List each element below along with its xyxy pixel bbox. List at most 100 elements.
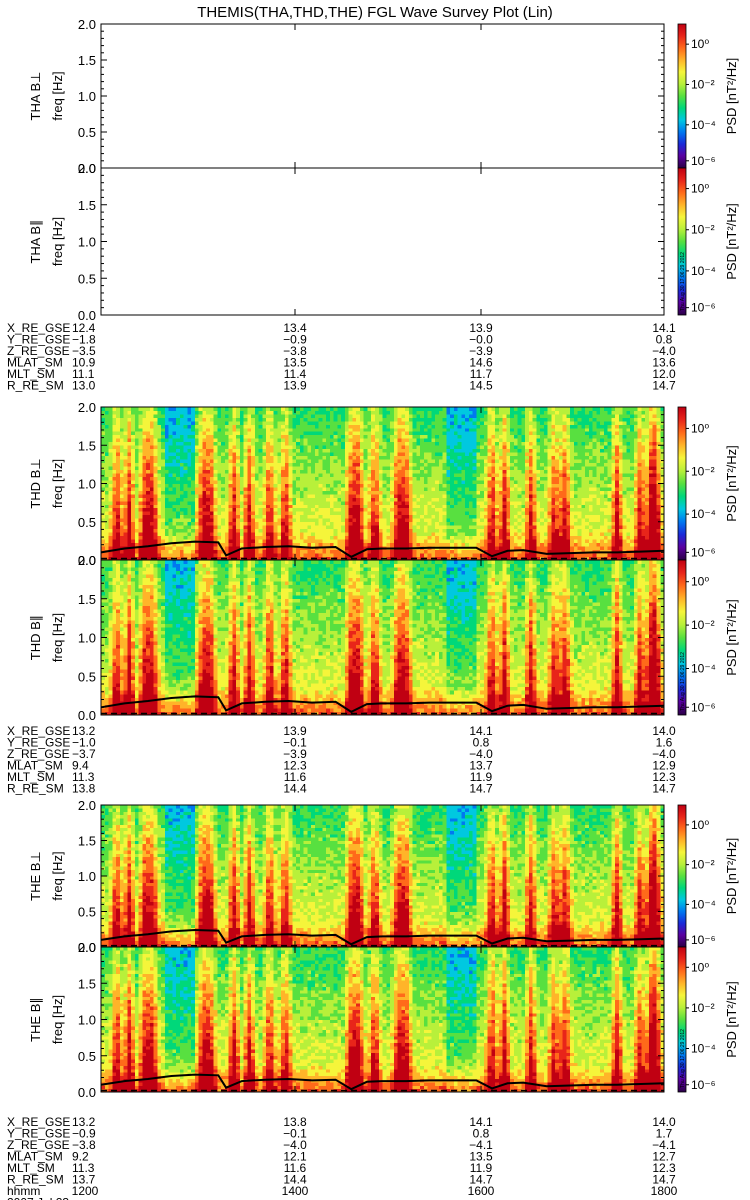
heatmap-cell: [311, 535, 316, 540]
heatmap-cell: [299, 511, 305, 516]
heatmap-cell: [221, 532, 226, 537]
heatmap-cell: [438, 410, 443, 415]
heatmap-cell: [299, 407, 305, 411]
heatmap-cell: [127, 459, 132, 464]
heatmap-cell: [431, 480, 436, 484]
heatmap-cell: [131, 413, 136, 418]
heatmap-cell: [266, 413, 271, 418]
heatmap-cell: [401, 407, 406, 411]
heatmap-cell: [416, 528, 421, 533]
heatmap-cell: [344, 424, 350, 429]
heatmap-cell: [198, 553, 203, 557]
heatmap-cell: [491, 452, 496, 457]
heatmap-cell: [191, 514, 196, 519]
heatmap-cell: [247, 535, 252, 540]
heatmap-cell: [232, 476, 237, 481]
heatmap-cell: [138, 532, 143, 537]
heatmap-cell: [217, 521, 222, 526]
heatmap-cell: [198, 504, 203, 509]
heatmap-cell: [431, 431, 436, 436]
heatmap-cell: [405, 448, 410, 453]
heatmap-cell: [318, 448, 323, 453]
heatmap-cell: [311, 420, 316, 425]
heatmap-cell: [506, 542, 511, 547]
heatmap-cell: [239, 507, 245, 512]
heatmap-cell: [510, 410, 515, 415]
heatmap-cell: [254, 542, 260, 547]
heatmap-cell: [344, 549, 350, 554]
heatmap-cell: [284, 500, 290, 505]
heatmap-cell: [480, 455, 485, 460]
heatmap-cell: [337, 462, 342, 467]
heatmap-cell: [284, 480, 290, 484]
heatmap-cell: [367, 535, 372, 540]
heatmap-cell: [472, 407, 477, 411]
heatmap-cell: [326, 448, 331, 453]
heatmap-cell: [420, 407, 425, 411]
heatmap-cell: [281, 455, 286, 460]
heatmap-cell: [127, 448, 132, 453]
heatmap-cell: [239, 417, 245, 422]
heatmap-cell: [446, 438, 451, 443]
heatmap-cell: [262, 445, 267, 450]
heatmap-cell: [277, 504, 282, 509]
heatmap-cell: [329, 521, 335, 526]
heatmap-cell: [374, 490, 380, 495]
heatmap-cell: [176, 535, 181, 540]
heatmap-cell: [164, 410, 169, 415]
heatmap-cell: [378, 493, 383, 498]
heatmap-cell: [401, 535, 406, 540]
heatmap-cell: [337, 514, 342, 519]
heatmap-cell: [209, 525, 214, 530]
heatmap-cell: [202, 511, 207, 516]
heatmap-cell: [356, 535, 361, 540]
heatmap-cell: [457, 532, 462, 537]
heatmap-cell: [198, 528, 203, 533]
heatmap-cell: [495, 521, 500, 526]
heatmap-cell: [427, 486, 432, 491]
heatmap-cell: [431, 518, 436, 523]
heatmap-cell: [480, 539, 485, 544]
heatmap-cell: [243, 521, 248, 526]
heatmap-cell: [510, 480, 515, 484]
heatmap-cell: [277, 431, 282, 436]
heatmap-cell: [450, 486, 455, 491]
heatmap-cell: [292, 504, 297, 509]
heatmap-cell: [157, 553, 162, 557]
heatmap-cell: [101, 546, 106, 550]
heatmap-cell: [476, 535, 481, 540]
heatmap-cell: [247, 514, 252, 519]
heatmap-cell: [164, 427, 169, 432]
heatmap-cell: [378, 434, 383, 439]
heatmap-cell: [251, 459, 256, 464]
heatmap-cell: [146, 441, 151, 446]
heatmap-cell: [168, 514, 173, 519]
heatmap-cell: [146, 542, 151, 547]
heatmap-cell: [420, 434, 425, 439]
heatmap-cell: [329, 413, 335, 418]
heatmap-cell: [453, 483, 458, 488]
heatmap-cell: [281, 438, 286, 443]
heatmap-cell: [277, 490, 282, 495]
heatmap-cell: [333, 511, 338, 516]
heatmap-cell: [495, 549, 500, 554]
heatmap-cell: [236, 556, 241, 561]
heatmap-cell: [198, 521, 203, 526]
heatmap-cell: [104, 528, 109, 533]
heatmap-cell: [510, 431, 515, 436]
heatmap-cell: [239, 434, 245, 439]
heatmap-cell: [273, 504, 278, 509]
heatmap-cell: [408, 549, 413, 554]
heatmap-cell: [341, 532, 346, 537]
heatmap-cell: [487, 424, 492, 429]
heatmap-cell: [322, 445, 327, 450]
heatmap-cell: [480, 476, 485, 481]
heatmap-cell: [487, 413, 492, 418]
heatmap-cell: [390, 493, 395, 498]
heatmap-cell: [374, 438, 380, 443]
heatmap-cell: [183, 528, 188, 533]
heatmap-cell: [502, 514, 507, 519]
heatmap-cell: [371, 417, 376, 422]
heatmap-cell: [127, 486, 132, 491]
